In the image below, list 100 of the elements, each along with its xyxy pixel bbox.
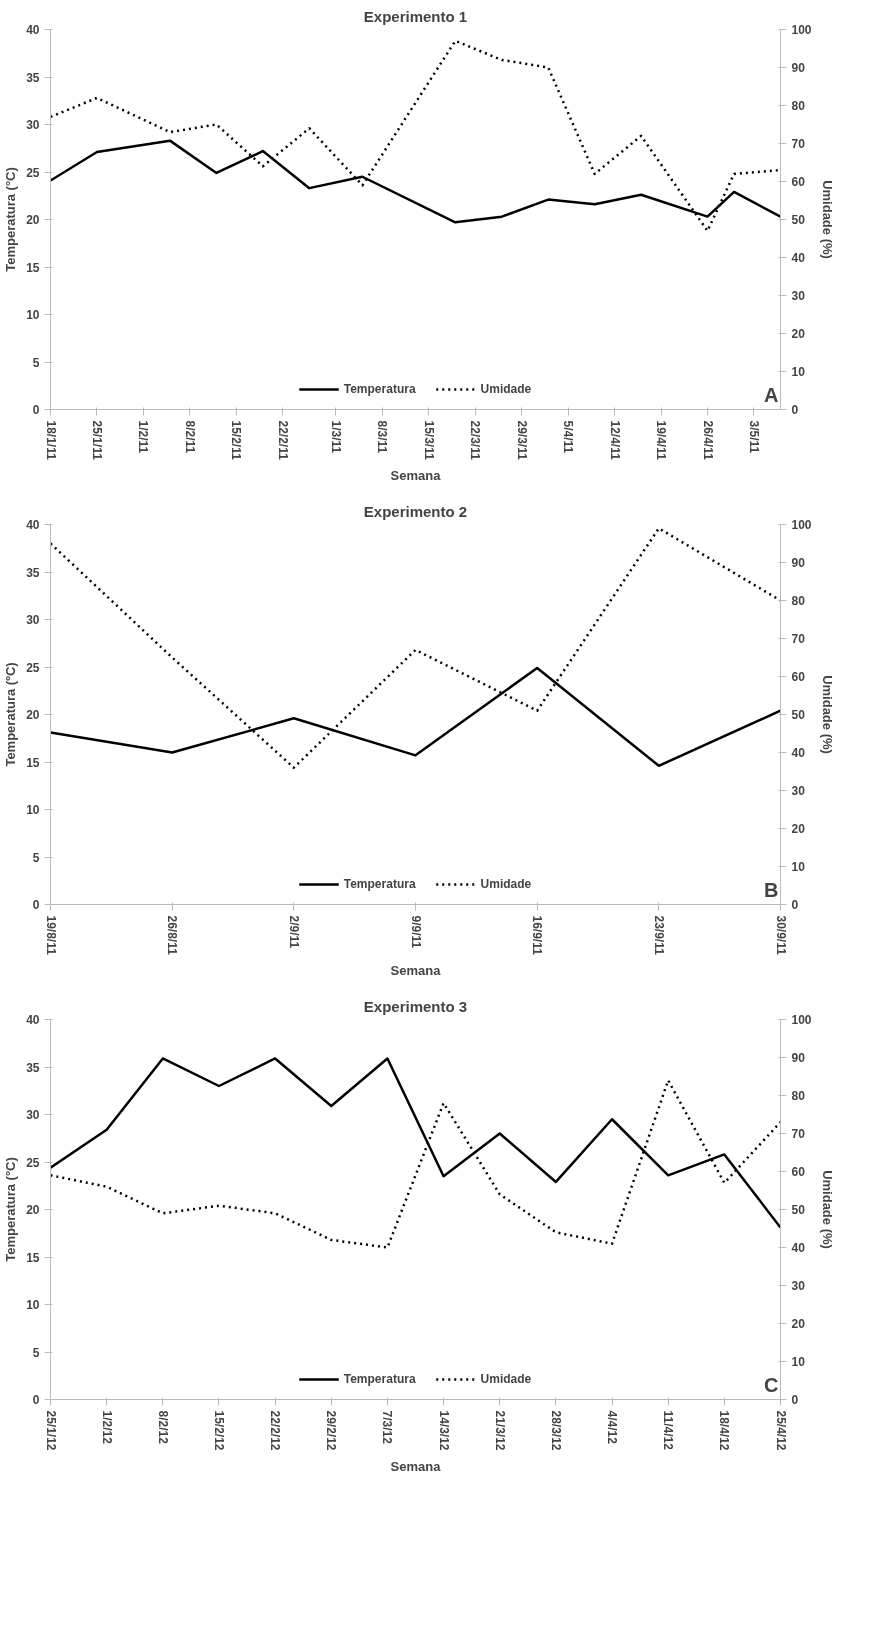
x-tick-label: 22/2/12 [268, 1410, 283, 1451]
x-tick-label: 25/1/12 [43, 1410, 58, 1451]
x-tick-label: 29/3/11 [514, 420, 529, 461]
x-tick-label: 8/2/11 [182, 420, 197, 454]
x-tick-label: 21/3/12 [492, 1410, 507, 1451]
x-tick-label: 1/3/11 [328, 420, 343, 454]
y-tick-label: 40 [26, 1013, 40, 1027]
x-tick-label: 30/9/11 [773, 915, 788, 956]
y2-tick-label: 100 [791, 518, 812, 532]
y-tick-label: 10 [26, 1298, 40, 1312]
y2-tick-label: 90 [791, 1051, 806, 1065]
x-tick-label: 26/4/11 [700, 420, 715, 461]
y2-tick-label: 90 [791, 61, 806, 75]
x-tick-label: 29/2/12 [324, 1410, 339, 1451]
y2-tick-label: 30 [791, 784, 806, 798]
y-tick-label: 15 [26, 1250, 40, 1265]
y2-axis-title: Umidade (%) [819, 1170, 835, 1249]
y2-tick-label: 60 [791, 670, 806, 684]
legend-label: Temperatura [343, 382, 416, 396]
y2-tick-label: 50 [791, 1203, 806, 1217]
y-tick-label: 20 [26, 708, 40, 722]
y2-tick-label: 40 [791, 1241, 806, 1255]
y-tick-label: 25 [26, 1155, 40, 1170]
line-series [50, 39, 781, 233]
y-tick-label: 30 [26, 1108, 40, 1122]
annotation: A [764, 383, 779, 406]
x-tick-label: 22/2/11 [275, 420, 290, 461]
x-tick-label: 2/9/11 [286, 915, 301, 949]
x-tick-label: 18/4/12 [717, 1410, 732, 1451]
y2-tick-label: 80 [791, 99, 806, 113]
x-tick-label: 14/3/12 [436, 1410, 451, 1451]
x-tick-label: 23/9/11 [651, 915, 666, 956]
x-tick-label: 25/4/12 [773, 1410, 788, 1451]
x-tick-label: 9/9/11 [408, 915, 423, 949]
legend-label: Umidade [480, 877, 532, 891]
y-tick-label: 0 [32, 1393, 40, 1407]
x-tick-label: 15/3/11 [421, 420, 436, 461]
y-axis-title: Temperatura (°C) [3, 1157, 19, 1262]
x-tick-label: 3/5/11 [746, 420, 761, 454]
x-tick-label: 5/4/11 [561, 420, 576, 454]
annotation: C [764, 1373, 779, 1396]
y2-tick-label: 20 [791, 1317, 806, 1331]
y2-tick-label: 40 [791, 746, 806, 760]
x-tick-label: 25/1/11 [89, 420, 104, 461]
x-tick-label: 7/3/12 [380, 1410, 395, 1445]
y2-tick-label: 0 [791, 403, 799, 417]
y2-tick-label: 10 [791, 860, 806, 874]
y-tick-label: 10 [26, 803, 40, 817]
chart-title: Experimento 1 [363, 7, 468, 25]
chart-title: Experimento 2 [363, 502, 468, 520]
x-tick-label: 26/8/11 [165, 915, 180, 956]
x-tick-label: 4/4/12 [605, 1410, 620, 1445]
y-tick-label: 10 [26, 308, 40, 322]
x-tick-label: 19/4/11 [654, 420, 669, 461]
y-tick-label: 35 [26, 1060, 40, 1075]
chart-title: Experimento 3 [363, 997, 468, 1015]
y-tick-label: 15 [26, 260, 40, 275]
legend-label: Umidade [480, 1372, 532, 1386]
legend-label: Umidade [480, 382, 532, 396]
y2-tick-label: 70 [791, 632, 806, 646]
y-tick-label: 40 [26, 518, 40, 532]
y2-tick-label: 0 [791, 898, 799, 912]
x-tick-label: 19/8/11 [43, 915, 58, 956]
y2-tick-label: 50 [791, 213, 806, 227]
y2-tick-label: 100 [791, 23, 812, 37]
x-tick-label: 8/3/11 [375, 420, 390, 454]
y2-tick-label: 30 [791, 1279, 806, 1293]
y-axis-title: Temperatura (ºC) [3, 662, 19, 767]
x-tick-label: 11/4/12 [661, 1410, 676, 1451]
x-axis-title: Semana [390, 467, 442, 483]
annotation: B [764, 878, 779, 901]
x-tick-label: 8/2/12 [155, 1410, 170, 1445]
y-tick-label: 5 [32, 1345, 40, 1360]
legend-label: Temperatura [343, 1372, 416, 1386]
y-tick-label: 15 [26, 755, 40, 770]
y2-tick-label: 30 [791, 289, 806, 303]
y-tick-label: 25 [26, 660, 40, 675]
y-tick-label: 20 [26, 1203, 40, 1217]
y-tick-label: 35 [26, 565, 40, 580]
y-tick-label: 5 [32, 355, 40, 370]
x-tick-label: 12/4/11 [607, 420, 622, 461]
y-tick-label: 40 [26, 23, 40, 37]
y2-tick-label: 90 [791, 556, 806, 570]
y2-tick-label: 80 [791, 594, 806, 608]
y2-tick-label: 10 [791, 365, 806, 379]
y-tick-label: 5 [32, 850, 40, 865]
x-tick-label: 18/1/11 [43, 420, 58, 461]
x-axis-title: Semana [390, 962, 442, 978]
y-tick-label: 30 [26, 613, 40, 627]
y-tick-label: 0 [32, 898, 40, 912]
y2-tick-label: 60 [791, 175, 806, 189]
x-axis-title: Semana [390, 1458, 442, 1474]
x-tick-label: 1/2/11 [136, 420, 151, 454]
x-tick-label: 1/2/12 [99, 1410, 114, 1445]
x-tick-label: 22/3/11 [468, 420, 483, 461]
y2-tick-label: 20 [791, 327, 806, 341]
y2-tick-label: 70 [791, 1127, 806, 1141]
x-tick-label: 28/3/12 [548, 1410, 563, 1451]
y2-tick-label: 80 [791, 1089, 806, 1103]
x-tick-label: 16/9/11 [530, 915, 545, 956]
